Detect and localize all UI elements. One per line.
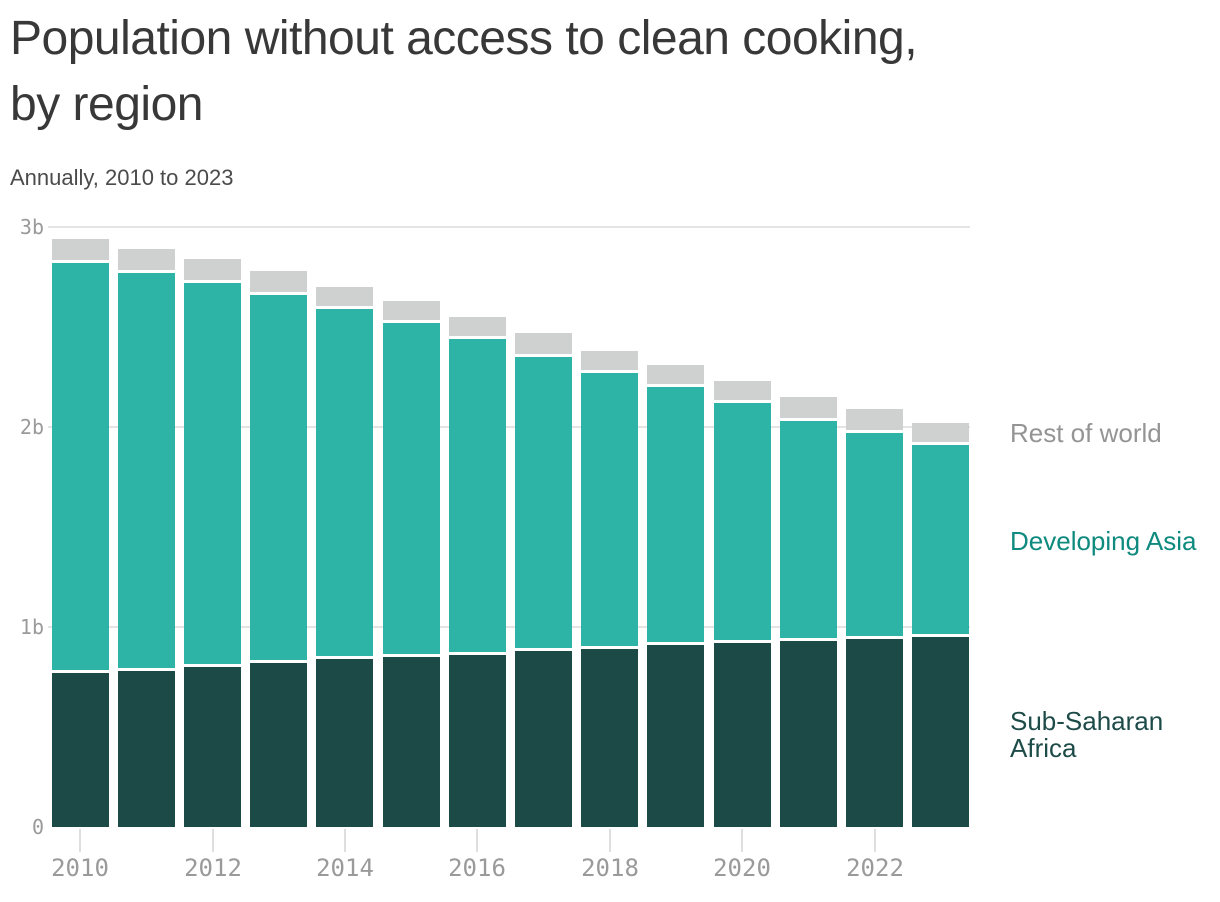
bar-segment-2016-rest-of-world[interactable] [449,317,506,339]
bar-segment-2013-rest-of-world[interactable] [250,271,307,295]
bar-2016 [449,317,506,827]
bar-segment-2012-developing-asia[interactable] [184,283,241,667]
bar-segment-2020-sub-saharan-africa[interactable] [714,643,771,827]
x-axis-tick-2022 [874,829,876,852]
gridline-1b [48,626,970,628]
bar-segment-2012-rest-of-world[interactable] [184,259,241,283]
bar-2021 [780,397,837,827]
x-axis-tick-2012 [212,829,214,852]
y-axis-label-2b: 2b [19,415,44,439]
x-axis-label-2022: 2022 [846,854,904,882]
bar-segment-2018-sub-saharan-africa[interactable] [581,649,638,827]
bar-2015 [383,301,440,827]
bar-segment-2015-developing-asia[interactable] [383,323,440,657]
bar-2023 [912,423,969,827]
chart-title: Population without access to clean cooki… [10,12,918,131]
chart-subtitle: Annually, 2010 to 2023 [10,165,234,190]
bar-segment-2014-developing-asia[interactable] [316,309,373,659]
x-axis-label-2016: 2016 [448,854,506,882]
gridline-3b [48,226,970,228]
bar-segment-2022-sub-saharan-africa[interactable] [846,639,903,827]
bar-segment-2021-developing-asia[interactable] [780,421,837,641]
x-axis-tick-2014 [344,829,346,852]
bar-2011 [118,249,175,827]
bar-segment-2020-developing-asia[interactable] [714,403,771,643]
bar-segment-2010-sub-saharan-africa[interactable] [52,673,109,827]
bar-segment-2011-developing-asia[interactable] [118,273,175,671]
bar-segment-2012-sub-saharan-africa[interactable] [184,667,241,827]
bar-segment-2019-sub-saharan-africa[interactable] [647,645,704,827]
legend-label-developing-asia: Developing Asia [1010,526,1197,556]
x-axis-label-2012: 2012 [184,854,242,882]
bar-segment-2011-rest-of-world[interactable] [118,249,175,273]
bar-2013 [250,271,307,827]
y-axis-label-0: 0 [31,815,44,839]
bar-segment-2010-developing-asia[interactable] [52,263,109,673]
bar-segment-2019-rest-of-world[interactable] [647,365,704,387]
bar-segment-2013-developing-asia[interactable] [250,295,307,663]
x-axis-tick-2010 [79,829,81,852]
bar-2022 [846,409,903,827]
y-axis-label-3b: 3b [19,215,44,239]
bar-segment-2022-rest-of-world[interactable] [846,409,903,433]
x-axis-label-2020: 2020 [713,854,771,882]
bar-2019 [647,365,704,827]
bar-segment-2023-sub-saharan-africa[interactable] [912,637,969,827]
bar-segment-2015-sub-saharan-africa[interactable] [383,657,440,827]
bar-segment-2016-developing-asia[interactable] [449,339,506,655]
bar-2018 [581,351,638,827]
bar-segment-2015-rest-of-world[interactable] [383,301,440,323]
legend-label-rest-of-world: Rest of world [1010,418,1162,448]
bar-segment-2022-developing-asia[interactable] [846,433,903,639]
x-axis-tick-2016 [476,829,478,852]
bar-segment-2021-rest-of-world[interactable] [780,397,837,421]
y-axis-label-1b: 1b [19,615,44,639]
bar-segment-2023-rest-of-world[interactable] [912,423,969,445]
bar-2010 [52,239,109,827]
bar-segment-2021-sub-saharan-africa[interactable] [780,641,837,827]
bar-segment-2018-developing-asia[interactable] [581,373,638,649]
x-axis-label-2018: 2018 [581,854,639,882]
bar-2014 [316,287,373,827]
bar-2012 [184,259,241,827]
bar-segment-2013-sub-saharan-africa[interactable] [250,663,307,827]
bar-segment-2014-sub-saharan-africa[interactable] [316,659,373,827]
bar-2020 [714,381,771,827]
x-axis-tick-2018 [609,829,611,852]
bar-segment-2016-sub-saharan-africa[interactable] [449,655,506,827]
x-axis-tick-2020 [741,829,743,852]
x-axis-label-2014: 2014 [316,854,374,882]
legend-label-sub-saharan-africa: Sub-Saharan Africa [1010,706,1164,763]
bar-2017 [515,333,572,827]
bar-segment-2017-rest-of-world[interactable] [515,333,572,357]
bar-segment-2014-rest-of-world[interactable] [316,287,373,309]
bar-segment-2011-sub-saharan-africa[interactable] [118,671,175,827]
bar-segment-2018-rest-of-world[interactable] [581,351,638,373]
bar-segment-2023-developing-asia[interactable] [912,445,969,637]
bar-segment-2010-rest-of-world[interactable] [52,239,109,263]
bar-segment-2017-sub-saharan-africa[interactable] [515,651,572,827]
bar-segment-2017-developing-asia[interactable] [515,357,572,651]
gridline-2b [48,426,970,428]
bar-segment-2019-developing-asia[interactable] [647,387,704,645]
bar-segment-2020-rest-of-world[interactable] [714,381,771,403]
x-axis-label-2010: 2010 [51,854,109,882]
